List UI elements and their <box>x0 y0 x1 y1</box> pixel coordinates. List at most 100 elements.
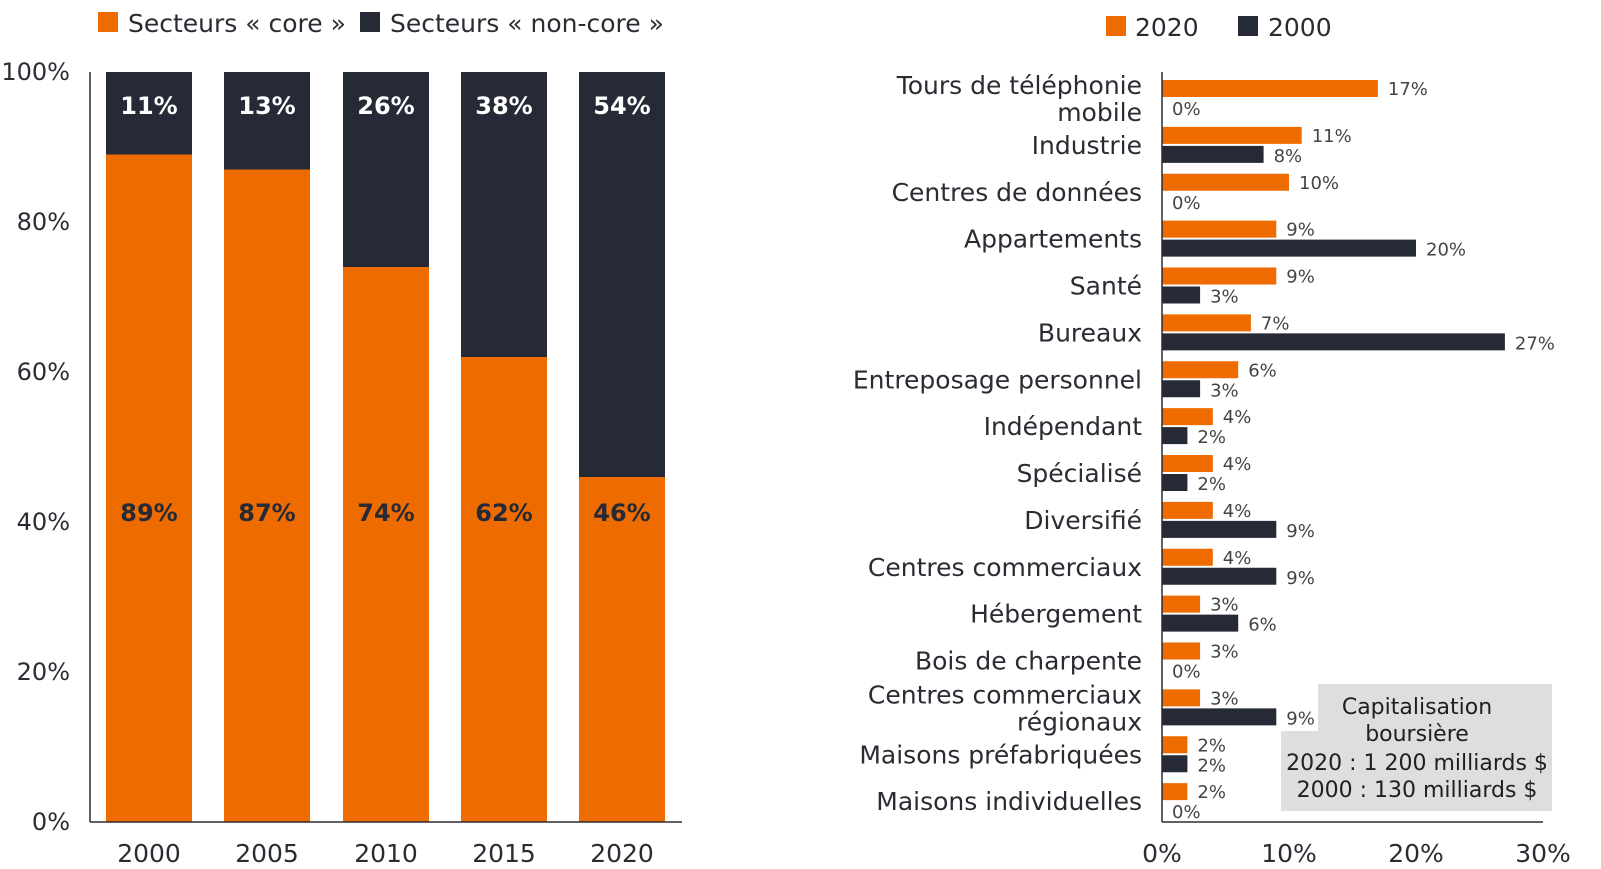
y-tick-label: 80% <box>17 208 70 236</box>
bar-2020 <box>1162 408 1213 426</box>
bar-core-2015 <box>461 357 547 822</box>
category-label: Diversifié <box>1024 506 1142 535</box>
data-label-non-core: 26% <box>357 92 414 120</box>
bar-non-core-2020 <box>579 72 665 477</box>
data-label-2020: 11% <box>1312 126 1352 147</box>
data-label-core: 87% <box>238 499 295 527</box>
data-label-core: 46% <box>593 499 650 527</box>
bar-2000 <box>1162 708 1277 726</box>
x-tick-label: 2015 <box>472 839 536 868</box>
data-label-2000: 8% <box>1274 146 1303 167</box>
category-label: Hébergement <box>970 600 1142 629</box>
data-label-2000: 6% <box>1248 615 1277 636</box>
bar-2020 <box>1162 783 1188 801</box>
bar-2000 <box>1162 333 1505 351</box>
data-label-2000: 0% <box>1172 802 1201 823</box>
data-label-2020: 10% <box>1299 173 1339 194</box>
category-label: Maisons individuelles <box>876 787 1142 816</box>
category-label: Spécialisé <box>1017 459 1142 488</box>
bar-non-core-2010 <box>343 72 429 267</box>
data-label-non-core: 38% <box>475 92 532 120</box>
data-label-2000: 2% <box>1197 427 1226 448</box>
data-label-2000: 0% <box>1172 662 1201 683</box>
data-label-core: 62% <box>475 499 532 527</box>
bar-2000 <box>1162 380 1201 398</box>
y-tick-label: 40% <box>17 508 70 536</box>
bar-2000 <box>1162 145 1264 163</box>
data-label-2000: 2% <box>1197 755 1226 776</box>
bar-2020 <box>1162 80 1378 97</box>
x-tick-label: 2010 <box>354 839 418 868</box>
bar-core-2010 <box>343 267 429 822</box>
data-label-2000: 3% <box>1210 287 1239 308</box>
bar-2020 <box>1162 173 1289 191</box>
bar-2020 <box>1162 642 1201 660</box>
annotation-text: Capitalisation <box>1342 695 1492 720</box>
data-label-2020: 3% <box>1210 688 1239 709</box>
bar-non-core-2000 <box>106 72 192 155</box>
bar-2020 <box>1162 455 1213 472</box>
bar-core-2020 <box>579 477 665 822</box>
data-label-2000: 9% <box>1286 568 1315 589</box>
category-label: mobile <box>1057 98 1142 127</box>
x-tick-label: 20% <box>1388 839 1444 868</box>
category-label: régionaux <box>1017 707 1142 736</box>
data-label-2000: 20% <box>1426 240 1466 261</box>
legend-label-non-core: Secteurs « non-core » <box>390 9 664 38</box>
data-label-core: 89% <box>120 499 177 527</box>
legend-label-core: Secteurs « core » <box>128 9 346 38</box>
bar-2000 <box>1162 474 1188 491</box>
legend-label-2000: 2000 <box>1268 13 1332 42</box>
x-tick-label: 2020 <box>590 839 654 868</box>
data-label-2000: 2% <box>1197 474 1226 495</box>
category-label: Santé <box>1070 272 1142 301</box>
data-label-2020: 7% <box>1261 313 1290 334</box>
bar-2020 <box>1162 361 1239 379</box>
legend-label-2020: 2020 <box>1135 13 1199 42</box>
data-label-non-core: 13% <box>238 92 295 120</box>
data-label-core: 74% <box>357 499 414 527</box>
data-label-non-core: 54% <box>593 92 650 120</box>
bar-2020 <box>1162 595 1201 613</box>
category-label: Appartements <box>964 225 1142 254</box>
x-tick-label: 30% <box>1515 839 1571 868</box>
category-label: Maisons préfabriquées <box>859 740 1142 769</box>
bar-2020 <box>1162 314 1251 332</box>
bar-2020 <box>1162 220 1277 238</box>
bar-2000 <box>1162 614 1239 632</box>
bar-2000 <box>1162 239 1416 257</box>
annotation-text: 2020 : 1 200 milliards $ <box>1286 751 1548 776</box>
category-label: Centres de données <box>892 178 1142 207</box>
category-label: Indépendant <box>984 412 1143 441</box>
data-label-2000: 0% <box>1172 99 1201 120</box>
data-label-2020: 2% <box>1197 735 1226 756</box>
bar-2000 <box>1162 755 1188 773</box>
y-tick-label: 60% <box>17 358 70 386</box>
bar-2020 <box>1162 126 1302 144</box>
y-tick-label: 0% <box>32 808 70 836</box>
category-label: Industrie <box>1032 131 1142 160</box>
data-label-2000: 3% <box>1210 380 1239 401</box>
bar-2000 <box>1162 286 1201 304</box>
data-label-2020: 17% <box>1388 79 1428 100</box>
annotation-box <box>1281 731 1552 811</box>
data-label-2020: 4% <box>1223 407 1252 428</box>
data-label-2000: 9% <box>1286 708 1315 729</box>
category-label: Centres commerciaux <box>868 553 1142 582</box>
x-tick-label: 10% <box>1261 839 1317 868</box>
data-label-2000: 9% <box>1286 521 1315 542</box>
x-tick-label: 0% <box>1142 839 1182 868</box>
bar-2020 <box>1162 689 1201 707</box>
y-tick-label: 100% <box>1 58 70 86</box>
legend-swatch-2020 <box>1106 16 1126 36</box>
y-tick-label: 20% <box>17 658 70 686</box>
data-label-2020: 9% <box>1286 220 1315 241</box>
legend-swatch-2000 <box>1238 16 1258 36</box>
annotation-text: 2000 : 130 milliards $ <box>1297 778 1538 803</box>
bar-2000 <box>1162 567 1277 585</box>
x-tick-label: 2005 <box>235 839 299 868</box>
data-label-2000: 27% <box>1515 333 1555 354</box>
bar-2020 <box>1162 267 1277 285</box>
category-label: Tours de téléphonie <box>896 71 1142 100</box>
